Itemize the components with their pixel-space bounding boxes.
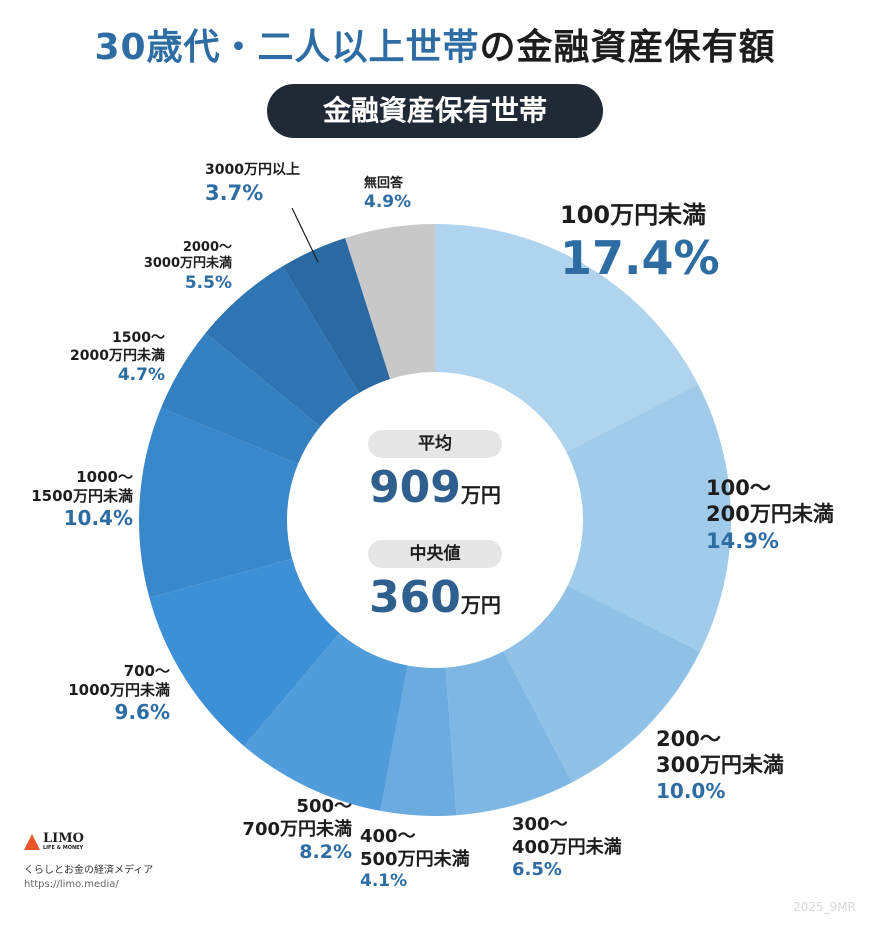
category-text: 200〜 <box>656 727 721 751</box>
category-text: 400万円未満 <box>512 836 622 858</box>
watermark: 2025_9MR <box>793 900 856 914</box>
donut-slice-1 <box>566 384 731 652</box>
percent-label: 9.6% <box>114 699 170 724</box>
mean-value: 909万円 <box>330 462 540 513</box>
slice-label-4: 400〜 500万円未満 4.1% <box>360 826 470 892</box>
slice-label-8: 1500〜 2000万円未満 4.7% <box>70 330 165 386</box>
slice-label-5: 500〜 700万円未満 8.2% <box>222 796 352 865</box>
category-text: 300万円未満 <box>656 753 784 778</box>
percent-label: 4.9% <box>364 192 412 213</box>
slice-label-7: 1000〜 1500万円未満 10.4% <box>18 468 133 531</box>
category-text: 無回答 <box>364 176 404 191</box>
category-text: 1000〜 <box>76 468 133 486</box>
category-text: 2000〜 <box>182 240 232 255</box>
limo-logo: LIMO LIFE & MONEY くらしとお金の経済メディア https://… <box>24 832 153 890</box>
title-highlight: 30歳代・二人以上世帯 <box>94 27 480 68</box>
category-text: 700〜 <box>123 662 170 680</box>
percent-label: 6.5% <box>512 859 562 880</box>
donut-slice-10 <box>282 237 391 394</box>
donut-slice-8 <box>161 332 321 464</box>
subtitle-badge: 金融資産保有世帯 <box>267 84 603 138</box>
category-text: 400〜 <box>360 826 416 847</box>
donut-slice-9 <box>205 266 359 427</box>
median-label: 中央値 <box>368 540 502 568</box>
category-text: 700万円未満 <box>242 818 352 840</box>
title-rest: の金融資産保有額 <box>479 27 776 68</box>
mean-number: 909 <box>369 462 461 513</box>
category-text: 100万円未満 <box>560 201 707 229</box>
percent-label: 10.0% <box>656 778 726 803</box>
category-text: 1500〜 <box>112 330 165 346</box>
leader-line <box>291 207 319 263</box>
donut-slice-2 <box>503 585 701 783</box>
donut-slice-3 <box>445 651 572 816</box>
category-text: 2000万円未満 <box>70 347 165 364</box>
donut-slice-11 <box>345 224 435 379</box>
slice-label-10: 3000万円以上 3.7% <box>205 162 300 206</box>
category-text: 1000万円未満 <box>68 680 170 699</box>
median-unit: 万円 <box>460 593 501 617</box>
mean-unit: 万円 <box>460 483 501 507</box>
percent-label: 5.5% <box>184 272 232 293</box>
category-text: 3000万円未満 <box>143 256 232 272</box>
category-text: 500〜 <box>296 796 352 817</box>
percent-label: 10.4% <box>63 505 133 530</box>
logo-tagline: LIFE & MONEY <box>43 845 84 851</box>
chart-title: 30歳代・二人以上世帯の金融資産保有額 <box>0 18 870 70</box>
donut-slice-0 <box>435 224 699 453</box>
category-text: 500万円未満 <box>360 848 470 870</box>
mean-label: 平均 <box>368 430 502 458</box>
category-text: 100〜 <box>706 476 771 500</box>
percent-label: 3.7% <box>205 180 264 205</box>
donut-slice-5 <box>244 633 408 811</box>
median-number: 360 <box>369 572 461 623</box>
category-text: 200万円未満 <box>706 502 834 527</box>
logo-mark-icon <box>24 833 40 850</box>
slice-label-0: 100万円未満 17.4% <box>560 200 720 288</box>
category-text: 3000万円以上 <box>205 162 300 178</box>
donut-slice-6 <box>149 558 340 747</box>
donut-slice-4 <box>380 665 457 817</box>
slice-label-1: 100〜 200万円未満 14.9% <box>706 475 834 554</box>
category-text: 300〜 <box>512 814 568 835</box>
slice-label-6: 700〜 1000万円未満 9.6% <box>60 662 170 725</box>
logo-description: くらしとお金の経済メディア <box>24 865 154 876</box>
median-value: 360万円 <box>330 572 540 623</box>
slice-label-9: 2000〜 3000万円未満 5.5% <box>110 240 232 294</box>
percent-label: 17.4% <box>560 231 720 285</box>
slice-label-2: 200〜 300万円未満 10.0% <box>656 726 784 804</box>
category-text: 1500万円未満 <box>31 486 133 505</box>
logo-name: LIMO <box>43 831 84 846</box>
logo-url[interactable]: https://limo.media/ <box>24 879 119 890</box>
percent-label: 4.1% <box>360 871 408 891</box>
percent-label: 8.2% <box>299 841 352 863</box>
slice-label-11: 無回答 4.9% <box>364 176 411 214</box>
percent-label: 4.7% <box>117 365 165 385</box>
donut-slice-7 <box>138 407 299 598</box>
slice-label-3: 300〜 400万円未満 6.5% <box>512 814 622 882</box>
percent-label: 14.9% <box>706 528 779 553</box>
